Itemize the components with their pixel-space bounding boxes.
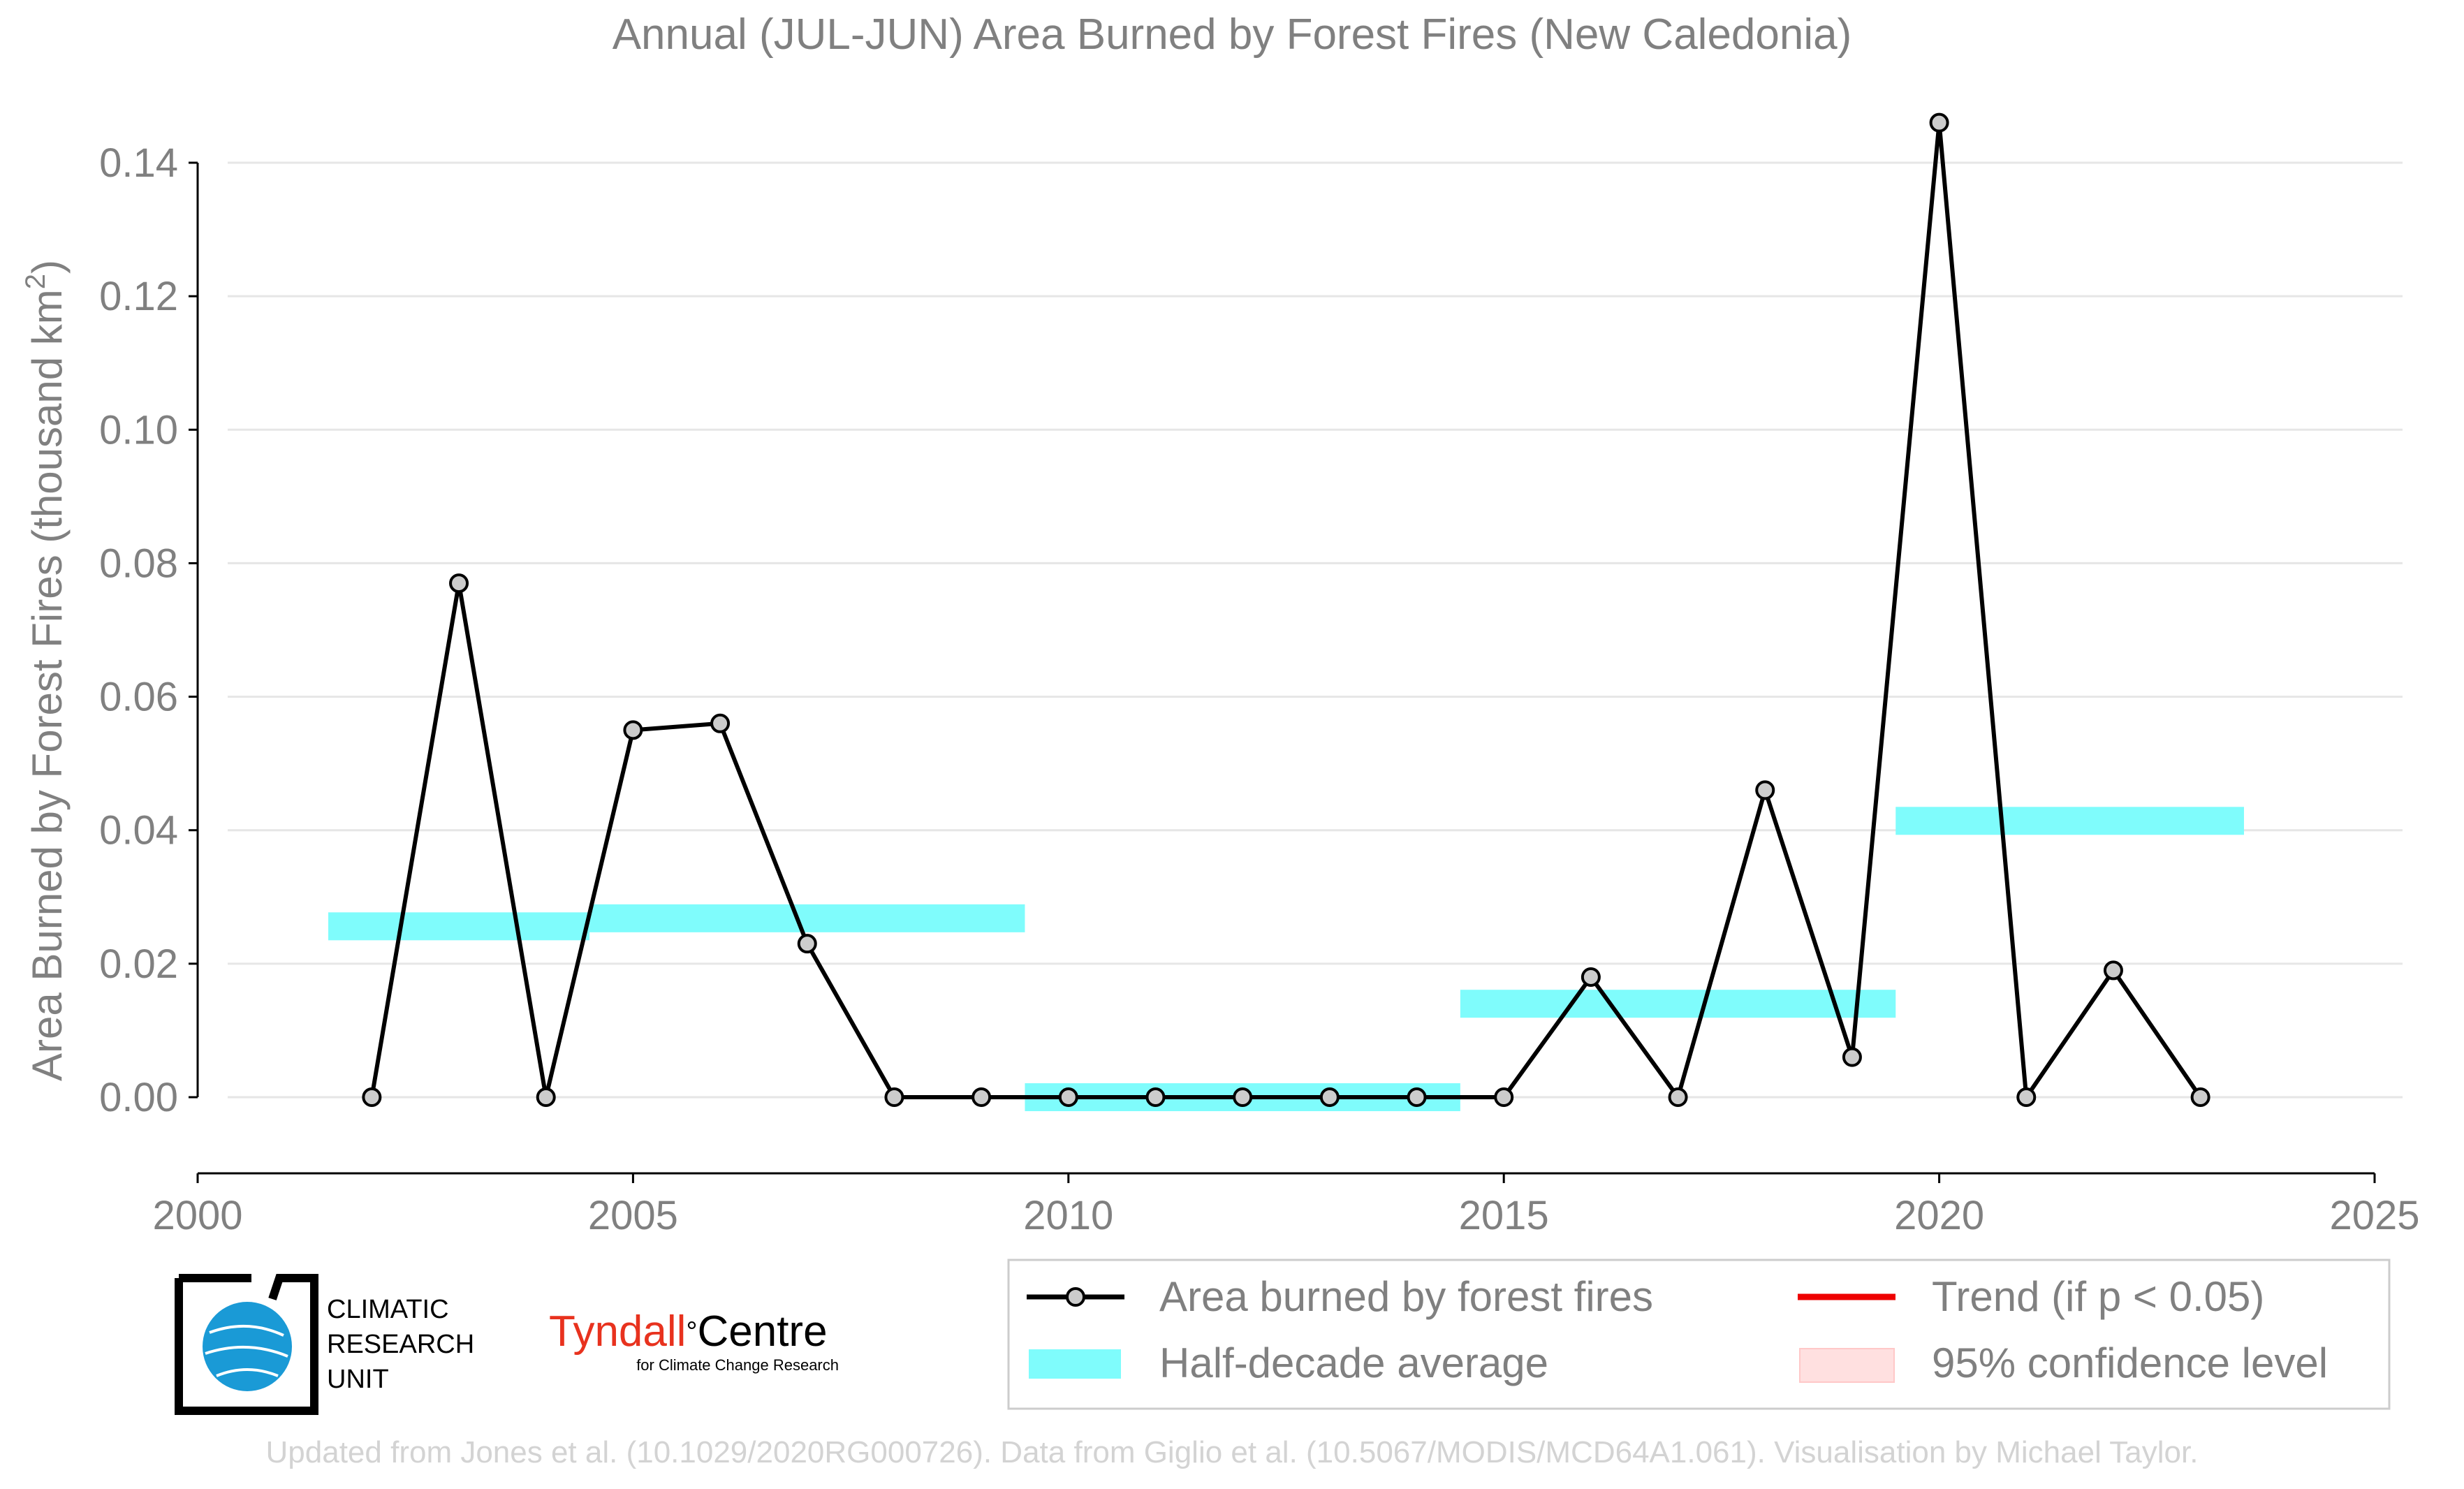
tyndall-logo-subtitle: for Climate Change Research: [636, 1356, 839, 1374]
half-decade-band-4: [1895, 807, 2244, 835]
half-decade-band-1: [589, 904, 1025, 932]
grid-lines: [228, 161, 2403, 1099]
data-point-2014: [1407, 1087, 1427, 1107]
legend-label-trend: Trend (if p < 0.05): [1932, 1273, 2264, 1320]
data-point-2013: [1319, 1087, 1340, 1107]
y-tick-label-0: 0.00: [99, 1075, 178, 1120]
y-tick-label-2: 0.04: [99, 808, 178, 853]
x-tick-label-2: 2010: [1023, 1193, 1113, 1238]
cru-emblem-icon: [175, 1274, 318, 1415]
y-tick-label-3: 0.06: [99, 675, 178, 720]
cru-logo-line-1: CLIMATIC: [327, 1295, 449, 1324]
data-point-2010: [1058, 1087, 1078, 1107]
legend-label-confidence: 95% confidence level: [1932, 1340, 2328, 1386]
data-point-2022: [2103, 960, 2123, 981]
data-point-2019: [1842, 1047, 1862, 1067]
cru-logo: CLIMATIC RESEARCH UNIT: [175, 1271, 496, 1418]
y-axis-label-main: Area Burned by Forest Fires (thousand km: [24, 289, 71, 1081]
data-point-2009: [971, 1087, 992, 1107]
data-point-2012: [1233, 1087, 1253, 1107]
tyndall-logo-degree: °: [686, 1316, 698, 1347]
legend-label-area-burned: Area burned by forest fires: [1159, 1273, 1653, 1320]
credit-line: Updated from Jones et al. (10.1029/2020R…: [265, 1435, 2199, 1469]
legend: Area burned by forest fires Half-decade …: [1007, 1259, 2391, 1410]
tick-labels: 0.00 0.02 0.04 0.06 0.08 0.10 0.12 0.14 2000 2005…: [99, 140, 2419, 1238]
cru-logo-line-3: UNIT: [327, 1365, 389, 1394]
data-point-2020: [1929, 112, 1949, 133]
data-point-2018: [1755, 780, 1775, 800]
x-tick-label-3: 2015: [1459, 1193, 1549, 1238]
half-decade-average-bands: [328, 807, 2244, 1111]
x-tick-label-0: 2000: [152, 1193, 242, 1238]
data-point-2017: [1668, 1087, 1688, 1107]
data-point-2003: [449, 573, 469, 594]
half-decade-band-0: [328, 912, 590, 941]
data-point-2008: [884, 1087, 904, 1107]
data-point-2016: [1581, 967, 1601, 987]
cru-logo-line-2: RESEARCH: [327, 1330, 475, 1359]
data-point-2006: [710, 713, 731, 733]
y-tick-label-4: 0.08: [99, 541, 178, 586]
y-tick-label-6: 0.12: [99, 274, 178, 319]
y-axis-label-superscript: 2: [20, 274, 51, 289]
data-point-2005: [623, 720, 643, 740]
data-point-2011: [1145, 1087, 1166, 1107]
tyndall-logo: Tyndall°Centre for Climate Change Resear…: [549, 1307, 856, 1391]
y-axis-label-close: ): [24, 260, 71, 274]
series-line-0: [369, 120, 2203, 1099]
y-tick-label-5: 0.10: [99, 407, 178, 453]
tyndall-logo-centre: Centre: [697, 1307, 828, 1356]
x-tick-label-1: 2005: [588, 1193, 678, 1238]
data-point-2004: [536, 1087, 556, 1107]
x-tick-label-5: 2025: [2329, 1193, 2419, 1238]
axes: [196, 163, 2375, 1175]
legend-confidence-swatch: [1799, 1348, 1895, 1383]
data-point-2021: [2016, 1087, 2037, 1107]
y-tick-label-7: 0.14: [99, 140, 178, 186]
data-point-2023: [2190, 1087, 2210, 1107]
legend-frame: [1007, 1259, 2391, 1410]
half-decade-band-3: [1460, 990, 1896, 1018]
legend-label-half-decade: Half-decade average: [1159, 1340, 1548, 1386]
chart-title: Annual (JUL-JUN) Area Burned by Forest F…: [613, 10, 1852, 59]
legend-band-swatch: [1029, 1349, 1121, 1379]
x-tick-label-4: 2020: [1894, 1193, 1984, 1238]
data-point-2007: [797, 934, 817, 954]
y-axis-label: Area Burned by Forest Fires (thousand km…: [20, 260, 71, 1081]
data-point-2015: [1494, 1087, 1514, 1107]
y-tick-label-1: 0.02: [99, 941, 178, 987]
legend-marker-swatch: [1066, 1287, 1085, 1307]
data-point-2002: [362, 1087, 382, 1107]
series-area-burned: [362, 112, 2210, 1107]
tyndall-logo-name: Tyndall: [549, 1307, 687, 1356]
